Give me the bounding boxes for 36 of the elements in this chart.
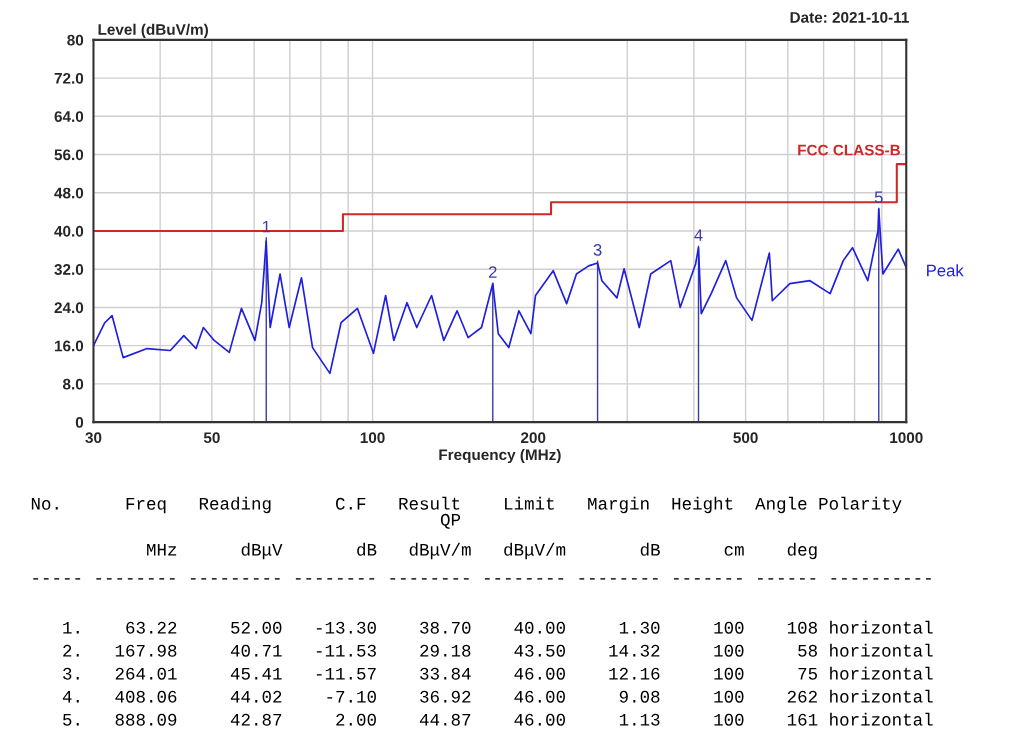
y-tick-label: 64.0: [54, 111, 84, 122]
text: MHz dBμV dB dBμV/m dBμV/m dB cm deg: [147, 542, 817, 560]
annotation: 1: [262, 220, 271, 233]
y-tick-label: 72.0: [54, 72, 84, 84]
x-tick-label: 200: [521, 432, 546, 444]
text: No. Freq Reading C.F Result Limit Margin Height Angle Polarity: [31, 496, 902, 514]
text: Date: 2021-10-11: [790, 11, 909, 23]
x-tick-label: 50: [203, 432, 220, 444]
y-tick-label: 40.0: [54, 225, 84, 237]
y-tick-label: 0: [75, 417, 84, 428]
annotation: 4: [694, 229, 703, 241]
x-tick-label: 30: [85, 432, 102, 444]
text: ----- -------- --------- -------- -------- -------- -------- ------- ------ ----------: [33, 578, 931, 580]
annotation: 3: [593, 243, 602, 256]
y-tick-label: 80: [67, 34, 84, 46]
text: 3. 264.01 45.41 -11.57 33.84 46.00 12.16 100 75 horizontal: [63, 666, 933, 680]
y-tick-label: 16.0: [54, 340, 84, 352]
y-tick-label: 24.0: [54, 302, 84, 314]
x-tick-label: 1000: [890, 432, 923, 444]
text: 1. 63.22 52.00 -13.30 38.70 40.00 1.30 100 108 horizontal: [63, 620, 933, 634]
text: 2. 167.98 40.71 -11.53 29.18 43.50 14.32 100 58 horizontal: [63, 643, 933, 657]
x-tick-label: 100: [360, 432, 385, 444]
x-axis-title: Frequency (MHz): [439, 448, 561, 464]
y-tick-label: 48.0: [54, 187, 84, 199]
y-tick-label: 8.0: [63, 378, 84, 390]
x-tick-label: 500: [733, 432, 758, 444]
text: QP: [440, 513, 461, 529]
y-tick-label: 32.0: [54, 264, 84, 275]
annotation: 5: [874, 191, 883, 204]
y-tick-label: 56.0: [54, 149, 84, 161]
y-axis-title: Level (dBuV/m): [98, 23, 208, 38]
text: 4. 408.06 44.02 -7.10 36.92 46.00 9.08 100 262 horizontal: [62, 689, 933, 703]
series-label: FCC CLASS-B: [798, 144, 901, 156]
annotation: 2: [488, 266, 497, 278]
series-label: Peak: [927, 264, 964, 277]
text: 5. 888.09 42.87 2.00 44.87 46.00 1.13 100 161 horizontal: [63, 712, 933, 726]
